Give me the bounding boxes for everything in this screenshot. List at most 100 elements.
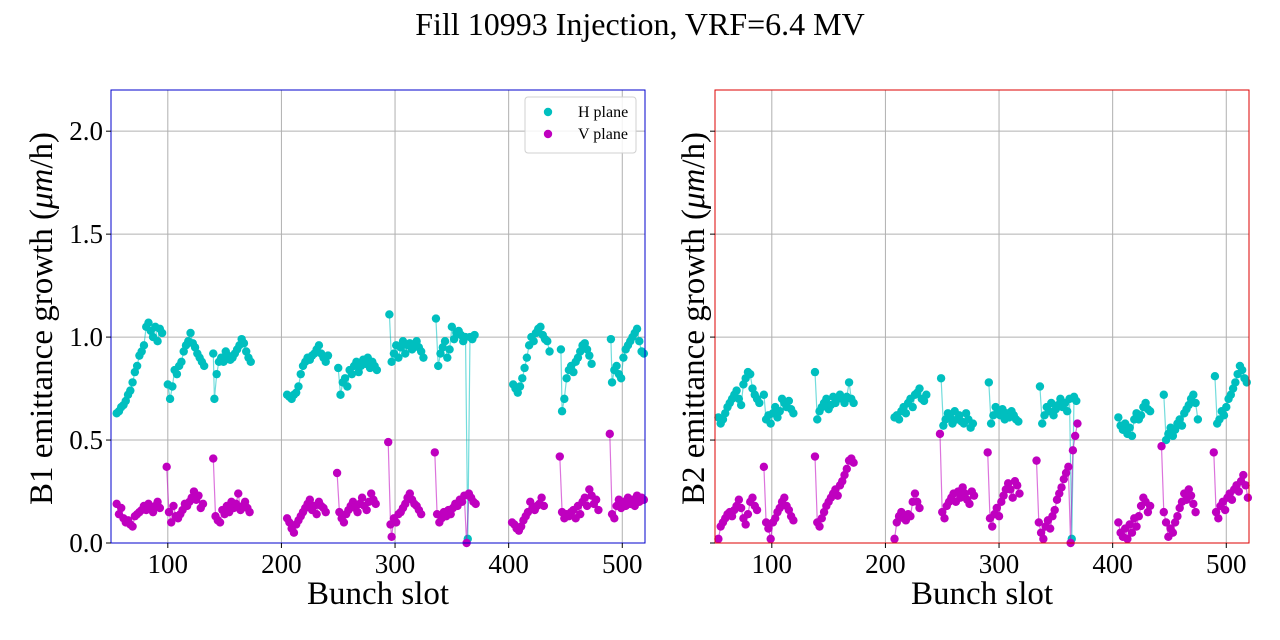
h-plane-point bbox=[984, 378, 994, 387]
legend-marker bbox=[543, 107, 553, 117]
h-plane-point bbox=[1127, 431, 1137, 441]
v-plane-point bbox=[965, 499, 974, 509]
v-plane-point bbox=[833, 491, 842, 500]
h-plane-point bbox=[813, 415, 822, 424]
h-plane-point bbox=[1145, 407, 1155, 416]
h-plane-point bbox=[894, 415, 904, 424]
h-plane-point bbox=[607, 378, 617, 387]
x-tick-label: 100 bbox=[148, 549, 189, 579]
h-plane-point bbox=[557, 407, 567, 416]
h-plane-point bbox=[587, 359, 596, 369]
legend-label: H plane bbox=[578, 104, 628, 121]
x-tick-label: 400 bbox=[488, 549, 529, 579]
h-plane-point bbox=[639, 349, 649, 358]
v-plane-point bbox=[209, 454, 218, 463]
h-plane-point bbox=[736, 400, 746, 410]
h-plane-point bbox=[606, 334, 616, 344]
axes-frame bbox=[714, 89, 1250, 544]
h-plane-point bbox=[209, 349, 218, 358]
y-axis-label-part: B1 emittance growth ( bbox=[24, 209, 60, 505]
y-tick-label: 2.0 bbox=[69, 116, 103, 146]
v-plane-point bbox=[1186, 491, 1196, 500]
y-axis-label-part: /h) bbox=[676, 132, 712, 169]
v-plane-point bbox=[759, 462, 769, 472]
h-plane-point bbox=[246, 357, 255, 366]
x-tick-label: 200 bbox=[865, 549, 906, 579]
v-plane-point bbox=[1241, 481, 1250, 490]
v-plane-point bbox=[1161, 518, 1171, 527]
h-plane-point bbox=[543, 337, 552, 346]
h-plane-point bbox=[612, 361, 621, 371]
v-plane-point bbox=[714, 534, 723, 544]
v-plane-point bbox=[384, 437, 393, 447]
v-plane-point bbox=[353, 507, 362, 517]
h-plane-point bbox=[334, 363, 343, 373]
v-plane-point bbox=[416, 509, 426, 519]
h-plane-point bbox=[340, 374, 350, 383]
v-plane-point bbox=[969, 491, 979, 500]
v-plane-point bbox=[167, 518, 176, 527]
h-plane-point bbox=[1125, 423, 1134, 432]
v-plane-point bbox=[155, 503, 165, 513]
v-plane-point bbox=[339, 518, 349, 527]
h-plane-point bbox=[556, 345, 566, 354]
v-plane-point bbox=[289, 528, 299, 537]
b2-panel: 100 200 300 400 500 Bunch slot B2 emittance gr… bbox=[676, 89, 1253, 612]
h-plane-point bbox=[443, 353, 452, 362]
v-plane-point bbox=[305, 495, 315, 504]
h-plane-point bbox=[128, 378, 137, 387]
v-plane-point bbox=[789, 516, 798, 525]
v-plane-point bbox=[1032, 456, 1041, 465]
v-plane-point bbox=[537, 493, 546, 502]
h-plane-point bbox=[746, 369, 755, 379]
h-plane-point bbox=[431, 314, 441, 323]
h-plane-point bbox=[126, 386, 135, 395]
h-plane-point bbox=[445, 345, 454, 354]
h-plane-point bbox=[635, 337, 644, 346]
h-plane-point bbox=[822, 394, 831, 404]
h-plane-point bbox=[968, 419, 978, 428]
legend-marker bbox=[543, 129, 553, 139]
h-plane-point bbox=[343, 382, 352, 391]
h-plane-point bbox=[522, 353, 532, 362]
v-plane-point bbox=[815, 522, 824, 531]
v-plane-point bbox=[910, 489, 920, 498]
v-plane-point bbox=[639, 495, 649, 504]
h-plane-point bbox=[585, 351, 594, 360]
v-plane-point bbox=[362, 505, 371, 515]
h-plane-point bbox=[901, 409, 911, 418]
h-plane-point bbox=[372, 365, 382, 375]
h-plane-point bbox=[560, 394, 569, 404]
h-plane-point bbox=[1242, 378, 1251, 387]
h-plane-point bbox=[1222, 402, 1231, 412]
h-plane-point bbox=[144, 318, 153, 327]
v-plane-point bbox=[1191, 507, 1200, 517]
v-plane-point bbox=[198, 499, 208, 509]
v-plane-point bbox=[1189, 499, 1198, 509]
h-plane-point bbox=[844, 378, 854, 387]
x-tick-label: 300 bbox=[979, 549, 1020, 579]
h-plane-point bbox=[616, 374, 626, 383]
v-plane-point bbox=[357, 493, 367, 502]
v-plane-point bbox=[1123, 534, 1132, 544]
h-plane-point bbox=[536, 322, 545, 331]
x-tick-label: 400 bbox=[1092, 549, 1133, 579]
v-plane-point bbox=[1127, 528, 1137, 537]
v-plane-point bbox=[988, 522, 997, 531]
y-tick-label: 0.5 bbox=[69, 425, 103, 455]
h-plane-point bbox=[1072, 396, 1081, 406]
v-plane-point bbox=[580, 493, 589, 502]
h-plane-point bbox=[387, 357, 396, 366]
h-plane-point bbox=[1237, 365, 1247, 375]
v-plane-point bbox=[983, 448, 992, 457]
h-plane-point bbox=[520, 363, 529, 373]
v-plane-point bbox=[164, 507, 174, 517]
h-plane-point bbox=[219, 357, 228, 366]
v-plane-point bbox=[736, 503, 746, 513]
h-plane-point bbox=[210, 394, 219, 404]
h-plane-point bbox=[132, 361, 142, 371]
v-plane-point bbox=[387, 532, 396, 542]
v-plane-point bbox=[610, 514, 619, 523]
v-plane-point bbox=[1134, 512, 1143, 521]
h-plane-point bbox=[1063, 407, 1072, 416]
